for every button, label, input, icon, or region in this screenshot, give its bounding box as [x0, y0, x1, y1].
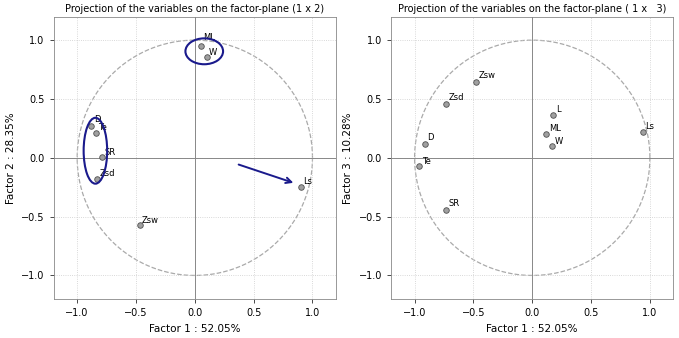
- Text: Ls: Ls: [303, 177, 312, 186]
- Y-axis label: Factor 2 : 28.35%: Factor 2 : 28.35%: [5, 112, 16, 203]
- Text: ML: ML: [203, 33, 215, 43]
- Title: Projection of the variables on the factor-plane ( 1 x   3): Projection of the variables on the facto…: [398, 4, 666, 15]
- Text: SR: SR: [105, 148, 115, 156]
- Title: Projection of the variables on the factor-plane (1 x 2): Projection of the variables on the facto…: [65, 4, 325, 15]
- Text: SR: SR: [449, 199, 460, 209]
- Text: Ls: Ls: [645, 122, 654, 131]
- Y-axis label: Factor 3 : 10.28%: Factor 3 : 10.28%: [343, 112, 353, 203]
- Text: D: D: [94, 115, 100, 124]
- Text: Zsd: Zsd: [449, 94, 464, 102]
- Text: Te: Te: [98, 123, 107, 132]
- Text: L: L: [556, 105, 560, 114]
- Text: ML: ML: [549, 124, 561, 133]
- Text: D: D: [428, 134, 434, 143]
- Text: W: W: [555, 137, 563, 146]
- X-axis label: Factor 1 : 52.05%: Factor 1 : 52.05%: [149, 323, 240, 334]
- X-axis label: Factor 1 : 52.05%: Factor 1 : 52.05%: [486, 323, 578, 334]
- Text: W: W: [209, 48, 217, 56]
- Text: Te: Te: [422, 157, 430, 166]
- Text: Zsd: Zsd: [100, 169, 115, 178]
- Text: Zsw: Zsw: [478, 71, 495, 80]
- Text: Zsw: Zsw: [142, 216, 159, 225]
